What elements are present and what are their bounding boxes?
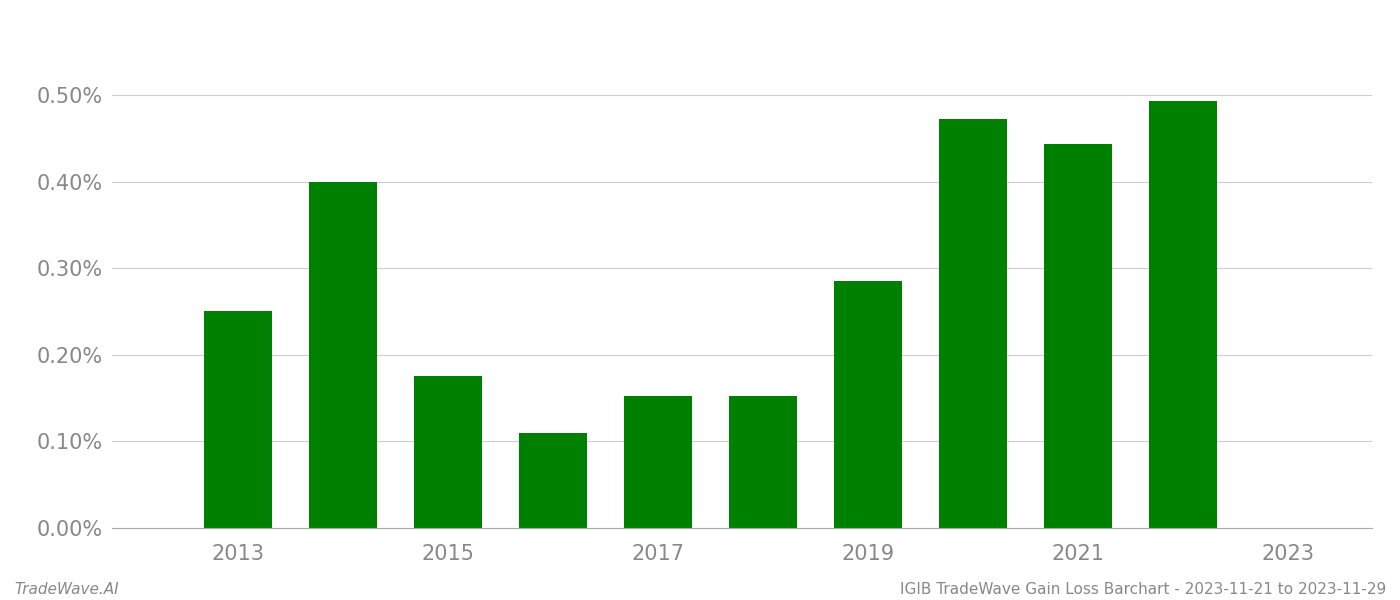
Bar	[834, 281, 902, 528]
Text: IGIB TradeWave Gain Loss Barchart - 2023-11-21 to 2023-11-29: IGIB TradeWave Gain Loss Barchart - 2023…	[900, 582, 1386, 597]
Bar	[204, 311, 272, 528]
Bar	[1149, 101, 1217, 528]
Bar	[729, 397, 797, 528]
Text: TradeWave.AI: TradeWave.AI	[14, 582, 119, 597]
Bar	[414, 376, 482, 528]
Bar	[939, 119, 1007, 528]
Bar	[624, 397, 692, 528]
Bar	[519, 433, 587, 528]
Bar	[1044, 145, 1112, 528]
Bar	[309, 182, 377, 528]
